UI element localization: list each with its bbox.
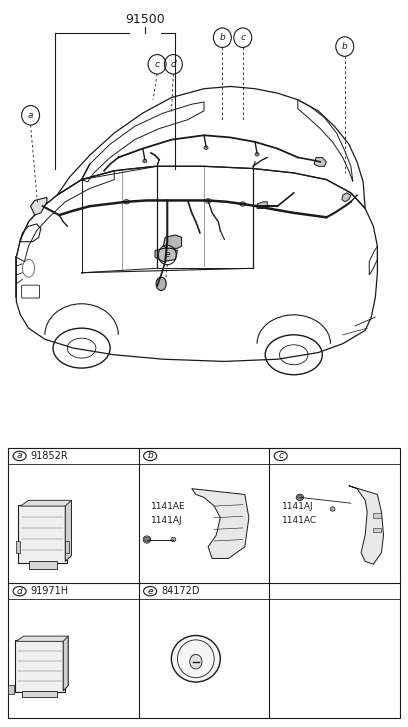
Polygon shape bbox=[22, 691, 57, 696]
Text: d: d bbox=[17, 587, 22, 595]
Bar bbox=[16, 541, 20, 553]
Bar bbox=[65, 541, 69, 553]
Text: 91852R: 91852R bbox=[31, 451, 69, 461]
Text: 1141AJ: 1141AJ bbox=[151, 516, 183, 525]
Polygon shape bbox=[8, 685, 14, 694]
Text: d: d bbox=[171, 60, 176, 69]
Bar bbox=[373, 513, 381, 518]
Text: b: b bbox=[147, 451, 153, 460]
Text: e: e bbox=[164, 251, 170, 260]
Text: e: e bbox=[147, 587, 153, 595]
Polygon shape bbox=[163, 235, 182, 249]
Text: c: c bbox=[278, 451, 283, 460]
Polygon shape bbox=[31, 197, 47, 215]
Text: 91971H: 91971H bbox=[31, 586, 69, 596]
Polygon shape bbox=[63, 636, 68, 691]
Ellipse shape bbox=[296, 494, 304, 501]
Polygon shape bbox=[257, 202, 267, 209]
Text: 91500: 91500 bbox=[125, 14, 165, 26]
Ellipse shape bbox=[190, 654, 202, 669]
Circle shape bbox=[144, 537, 150, 542]
Text: 1141AJ: 1141AJ bbox=[282, 502, 313, 510]
Circle shape bbox=[297, 496, 302, 499]
Polygon shape bbox=[20, 500, 71, 561]
Polygon shape bbox=[16, 636, 68, 691]
Polygon shape bbox=[192, 489, 249, 558]
Ellipse shape bbox=[204, 146, 208, 150]
Ellipse shape bbox=[171, 635, 220, 682]
Polygon shape bbox=[29, 561, 57, 569]
Text: a: a bbox=[28, 111, 33, 120]
Polygon shape bbox=[314, 158, 326, 166]
Ellipse shape bbox=[171, 537, 176, 542]
Ellipse shape bbox=[239, 202, 246, 206]
Ellipse shape bbox=[255, 153, 259, 156]
Ellipse shape bbox=[205, 198, 211, 203]
Ellipse shape bbox=[330, 507, 335, 511]
Ellipse shape bbox=[143, 536, 151, 543]
Polygon shape bbox=[155, 249, 177, 262]
Text: a: a bbox=[17, 451, 22, 460]
FancyBboxPatch shape bbox=[15, 640, 65, 692]
Ellipse shape bbox=[156, 277, 166, 291]
Text: 1141AC: 1141AC bbox=[282, 516, 317, 525]
Text: c: c bbox=[240, 33, 245, 42]
Text: 84172D: 84172D bbox=[161, 586, 200, 596]
FancyBboxPatch shape bbox=[18, 505, 67, 563]
Polygon shape bbox=[349, 486, 384, 564]
Ellipse shape bbox=[123, 199, 129, 204]
Text: b: b bbox=[220, 33, 225, 42]
Polygon shape bbox=[342, 193, 351, 202]
Text: 1141AE: 1141AE bbox=[151, 502, 186, 510]
Text: b: b bbox=[342, 42, 348, 51]
Text: c: c bbox=[155, 60, 160, 69]
Polygon shape bbox=[65, 500, 71, 561]
Ellipse shape bbox=[143, 159, 147, 163]
Bar bbox=[373, 528, 381, 532]
